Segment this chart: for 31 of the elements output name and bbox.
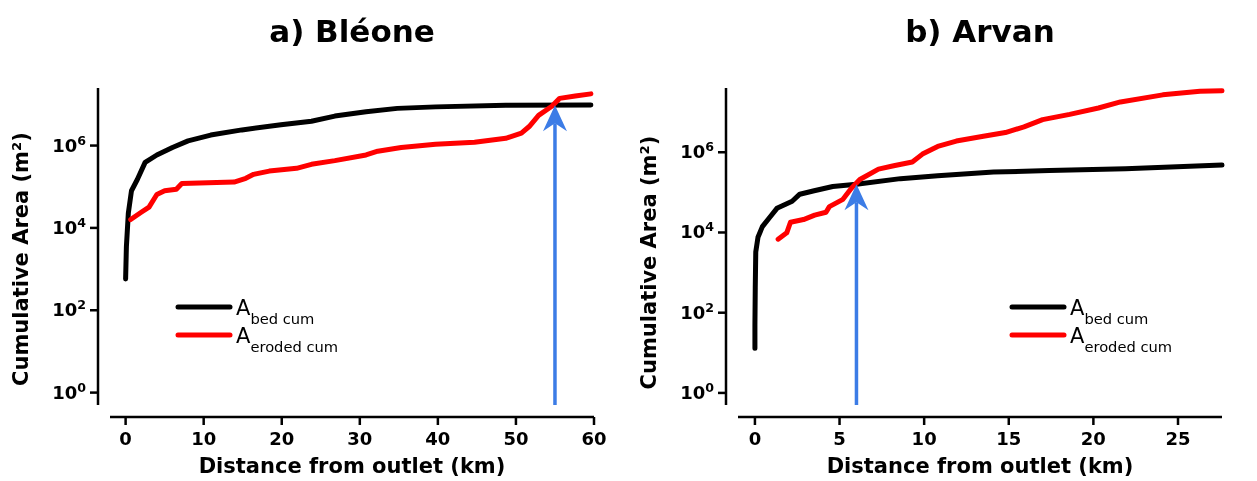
y-axis-title: Cumulative Area (m²) bbox=[9, 132, 33, 386]
legend-label: A$_{bed cum}$ bbox=[1070, 296, 1149, 327]
chart-title: a) Bléone bbox=[269, 13, 435, 49]
x-tick-label: 30 bbox=[347, 428, 373, 449]
x-tick-label: 10 bbox=[191, 428, 217, 449]
x-tick-label: 40 bbox=[425, 428, 451, 449]
y-tick-label: 10$^{6}$ bbox=[52, 132, 87, 156]
x-tick-label: 15 bbox=[996, 428, 1022, 449]
x-tick-label: 0 bbox=[748, 428, 762, 449]
y-tick-label: 10$^{4}$ bbox=[52, 214, 87, 238]
y-axis-title: Cumulative Area (m²) bbox=[637, 135, 661, 390]
x-tick-label: 50 bbox=[503, 428, 529, 449]
x-axis-title: Distance from outlet (km) bbox=[826, 454, 1134, 478]
x-tick-label: 0 bbox=[119, 428, 132, 449]
y-tick-label: 10$^{0}$ bbox=[680, 379, 715, 403]
y-tick-label: 10$^{2}$ bbox=[680, 299, 714, 323]
y-tick-label: 10$^{6}$ bbox=[680, 138, 715, 163]
x-axis-title: Distance from outlet (km) bbox=[198, 454, 506, 478]
x-tick-label: 20 bbox=[1080, 428, 1106, 449]
x-tick-label: 60 bbox=[581, 428, 607, 449]
y-tick-label: 10$^{0}$ bbox=[52, 379, 87, 403]
x-tick-label: 20 bbox=[269, 428, 295, 449]
y-tick-label: 10$^{4}$ bbox=[680, 218, 715, 243]
legend-label: A$_{bed cum}$ bbox=[236, 296, 315, 327]
legend-label: A$_{eroded cum}$ bbox=[1070, 324, 1173, 355]
x-tick-label: 25 bbox=[1165, 428, 1191, 449]
y-tick-label: 10$^{2}$ bbox=[52, 296, 86, 321]
x-tick-label: 5 bbox=[833, 428, 846, 449]
x-tick-label: 10 bbox=[911, 428, 937, 449]
chart-title: b) Arvan bbox=[905, 13, 1055, 49]
legend-label: A$_{eroded cum}$ bbox=[236, 324, 339, 355]
